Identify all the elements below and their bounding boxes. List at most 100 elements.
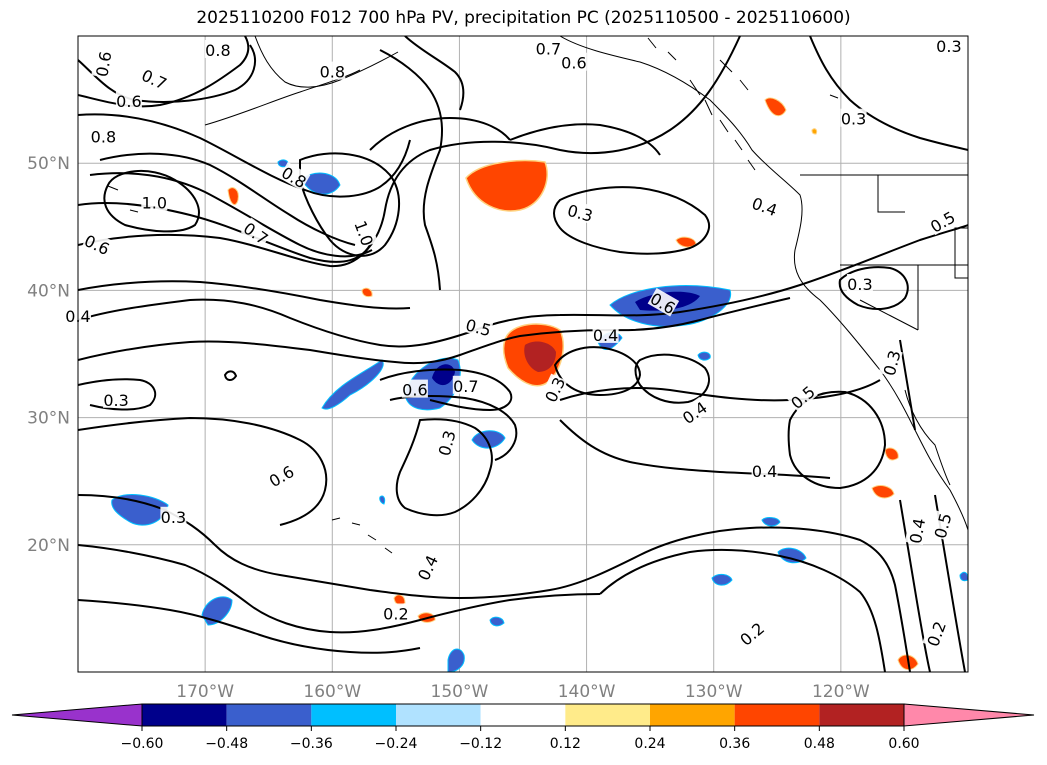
- contour-0.2: [78, 494, 911, 672]
- svg-text:0.4: 0.4: [752, 462, 777, 481]
- contour-0.7: [78, 44, 256, 103]
- contour-label: 0.3: [846, 274, 873, 294]
- contour-label: 0.3: [935, 36, 962, 56]
- contour-0.6: [78, 36, 250, 108]
- svg-text:0.6: 0.6: [402, 381, 427, 400]
- longitude-axis: 170°W 160°W 150°W 140°W 130°W 120°W: [176, 682, 870, 702]
- state-border: [954, 227, 968, 279]
- colorbar-segment: [480, 704, 566, 726]
- contour-0.6: [78, 113, 411, 198]
- contour-0.3: [838, 266, 909, 311]
- contour-0.4: [899, 499, 931, 672]
- lat-tick-label: 30°N: [27, 409, 70, 429]
- contour-label: 0.8: [204, 40, 231, 60]
- colorbar-tick-label: −0.36: [290, 736, 333, 752]
- colorbar-tick-label: −0.48: [205, 736, 248, 752]
- precip-pos-area: [465, 159, 548, 212]
- svg-text:0.8: 0.8: [320, 63, 345, 82]
- colorbar-tick-label: 0.36: [719, 736, 750, 752]
- hawaii-islands: [331, 517, 393, 554]
- contour-label: 0.6: [115, 90, 142, 111]
- colorbar-frame: [141, 703, 905, 727]
- contour-0.5: [787, 390, 887, 490]
- alaska-coast: [254, 36, 399, 88]
- colorbar-segment: [311, 704, 396, 726]
- precip-pos-area: [227, 187, 239, 206]
- lat-tick-label: 20°N: [27, 536, 70, 556]
- contour-0.5: [78, 297, 791, 365]
- colorbar-tick-label: 0.12: [550, 736, 581, 752]
- lat-tick-label: 50°N: [27, 154, 70, 174]
- svg-text:1.0: 1.0: [142, 194, 167, 213]
- svg-text:0.3: 0.3: [841, 110, 866, 129]
- lon-tick-label: 140°W: [558, 682, 616, 702]
- contour-0.8: [99, 152, 356, 246]
- colorbar-tick-label: 0.24: [634, 736, 665, 752]
- contour-0.5: [78, 280, 411, 310]
- contour-label: 0.7: [535, 38, 562, 59]
- colorbar: −0.60 −0.48 −0.36 −0.24 −0.12 0.12 0.24 0.36 0.4…: [11, 703, 1035, 752]
- colorbar-segment: [396, 704, 481, 726]
- lon-tick-label: 130°W: [685, 682, 743, 702]
- colorbar-extend-low: [11, 703, 143, 727]
- contour-label: 0.7: [452, 375, 479, 396]
- precip-neg-area: [321, 359, 384, 410]
- contour-label: 0.4: [592, 324, 619, 345]
- contour-0.7: [379, 49, 443, 291]
- colorbar-segment: [142, 704, 227, 726]
- contour-0.4: [559, 379, 881, 402]
- precip-pos-area: [871, 485, 895, 499]
- contour-label: 0.8: [90, 126, 117, 147]
- map-frame: [77, 35, 969, 673]
- svg-text:0.4: 0.4: [593, 326, 618, 345]
- contour-label: 0.6: [560, 52, 587, 73]
- lon-tick-label: 120°W: [812, 682, 870, 702]
- colorbar-tick-label: −0.12: [459, 736, 502, 752]
- precip-neg-area: [111, 494, 169, 526]
- lon-tick-label: 170°W: [176, 682, 234, 702]
- contour-label: 0.6: [401, 379, 428, 400]
- svg-text:0.6: 0.6: [561, 54, 586, 73]
- precip-neg-area: [301, 172, 341, 195]
- lon-tick-label: 160°W: [303, 682, 361, 702]
- contour-0.6: [78, 36, 741, 268]
- contour-label: 0.3: [103, 389, 130, 410]
- contour-0.3: [553, 186, 710, 255]
- contour-label: 0.3: [878, 347, 905, 378]
- colorbar-segment: [226, 704, 312, 726]
- contour-0.3: [78, 544, 601, 634]
- precip-neg-area: [777, 547, 807, 564]
- svg-text:0.8: 0.8: [91, 128, 116, 147]
- colorbar-segment: [565, 704, 650, 726]
- contour-0.4: [78, 224, 968, 348]
- lat-tick-label: 40°N: [27, 281, 70, 301]
- contour-label: 0.6: [91, 49, 115, 78]
- contour-1.0: [103, 169, 200, 233]
- contour-0.3: [809, 36, 968, 151]
- contour-0.8: [89, 172, 373, 258]
- contour-0.2: [599, 548, 886, 672]
- contour-1.0: [299, 152, 401, 257]
- contour-label: 0.4: [904, 516, 929, 545]
- svg-text:0.7: 0.7: [453, 377, 478, 396]
- map-title: 2025110200 F012 700 hPa PV, precipitatio…: [196, 8, 851, 28]
- latitude-axis: 20°N 30°N 40°N 50°N: [27, 154, 70, 556]
- colorbar-tick-label: −0.60: [121, 736, 164, 752]
- colorbar-tick-label: 0.48: [804, 736, 835, 752]
- svg-text:0.3: 0.3: [936, 37, 961, 56]
- lon-tick-label: 150°W: [431, 682, 489, 702]
- colorbar-segment: [734, 704, 820, 726]
- precip-pos-core: [524, 341, 556, 372]
- colorbar-segment: [650, 704, 735, 726]
- contour-0.4: [634, 353, 710, 404]
- contour-0.7: [78, 202, 371, 263]
- colorbar-segment: [819, 704, 904, 726]
- svg-text:0.3: 0.3: [161, 508, 186, 527]
- colorbar-tick-label: 0.60: [888, 736, 919, 752]
- svg-text:0.3: 0.3: [847, 275, 872, 294]
- contour-0.3: [395, 418, 493, 517]
- contour-label: 0.3: [840, 108, 867, 129]
- contour-label: 0.4: [751, 461, 778, 481]
- contour-label: 0.3: [160, 506, 187, 527]
